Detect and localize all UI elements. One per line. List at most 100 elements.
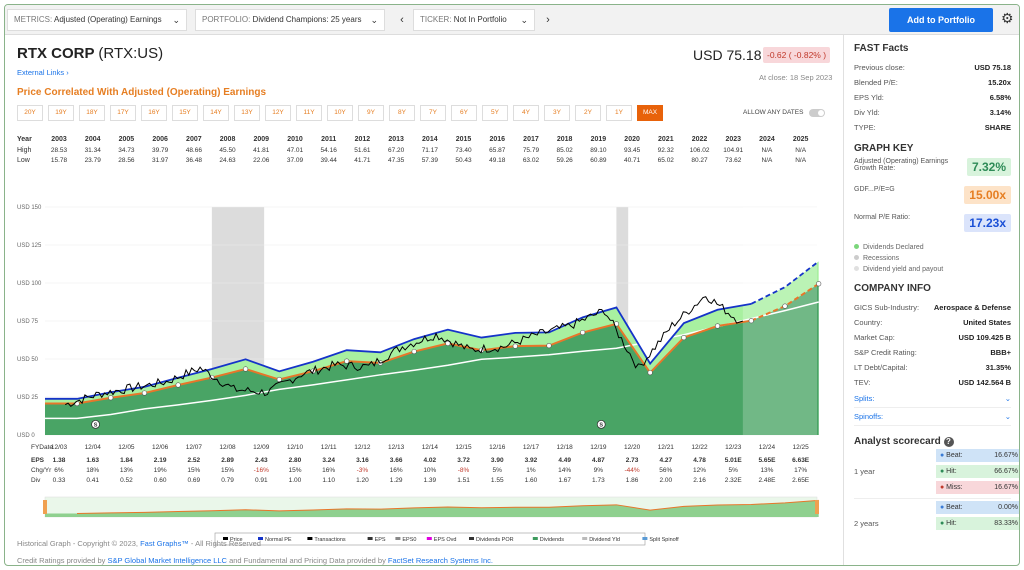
range-button-2y[interactable]: 2Y [575, 105, 601, 121]
fastgraphs-link[interactable]: Fast Graphs™ [140, 539, 189, 548]
range-button-16y[interactable]: 16Y [141, 105, 167, 121]
fast-fact-value: 15.20x [988, 78, 1011, 87]
eps-change: -44% [625, 467, 640, 474]
range-button-4y[interactable]: 4Y [513, 105, 539, 121]
fy-date: 12/16 [489, 444, 506, 451]
help-icon[interactable]: ? [943, 437, 954, 447]
fy-date: 12/11 [321, 444, 337, 451]
scorecard-beat: ● Beat: 0.00% [936, 501, 1019, 514]
sp-global-link[interactable]: S&P Global Market Intelligence LLC [107, 556, 227, 565]
table-low: 59.26 [557, 157, 574, 164]
company-info-value: USD 109.425 B [958, 333, 1011, 342]
range-button-11y[interactable]: 11Y [296, 105, 322, 121]
scorecard-hit: ● Hit: 66.67% [936, 465, 1019, 478]
graph-key-label: Normal P/E Ratio: [854, 214, 911, 221]
range-button-13y[interactable]: 13Y [234, 105, 260, 121]
graph-key-legend: Dividends Declared Recessions Dividend yie… [854, 242, 1011, 275]
table-low: 39.44 [321, 157, 338, 164]
eps-change: 19% [154, 467, 167, 474]
company-info-value: USD 142.564 B [958, 378, 1011, 387]
ticker-key: TICKER: [420, 15, 452, 24]
table-header-high: High [17, 147, 32, 154]
chevron-right-icon: › [66, 68, 69, 77]
table-year: 2004 [85, 136, 101, 143]
legend-swatch [532, 537, 538, 540]
eps-point [175, 382, 181, 388]
bottom-header-div: Div [31, 477, 41, 484]
table-year: 2008 [220, 136, 236, 143]
fast-facts-list: Previous close: USD 75.18 Blended P/E: 15.2… [854, 60, 1011, 135]
splits-row[interactable]: Splits: ⌄ [854, 390, 1011, 408]
range-button-20y[interactable]: 20Y [17, 105, 43, 121]
dividend-value: 2.00 [659, 477, 672, 484]
fy-date: 12/20 [624, 444, 641, 451]
company-info-row: Market Cap: USD 109.425 B [854, 330, 1011, 345]
table-year: 2025 [793, 136, 809, 143]
table-year: 2017 [523, 136, 539, 143]
range-button-5y[interactable]: 5Y [482, 105, 508, 121]
fast-fact-label: Previous close: [854, 63, 905, 72]
table-high: 65.87 [489, 147, 506, 154]
range-button-6y[interactable]: 6Y [451, 105, 477, 121]
add-to-portfolio-button[interactable]: Add to Portfolio [889, 8, 993, 32]
eps-point [748, 318, 754, 324]
ticker-dropdown[interactable]: TICKER: Not In Portfolio ⌄ [413, 9, 535, 31]
y-tick-label: USD 50 [17, 357, 39, 363]
range-button-max[interactable]: MAX [637, 105, 663, 121]
external-links[interactable]: External Links › [17, 68, 69, 77]
eps-change: 10% [423, 467, 436, 474]
range-button-15y[interactable]: 15Y [172, 105, 198, 121]
table-low: 49.18 [489, 157, 506, 164]
range-button-10y[interactable]: 10Y [327, 105, 353, 121]
estimate-shade [742, 207, 817, 435]
table-low: 50.43 [455, 157, 472, 164]
allow-any-dates-toggle[interactable] [809, 109, 825, 117]
fast-fact-row: Previous close: USD 75.18 [854, 60, 1011, 75]
prev-ticker-button[interactable]: ‹ [400, 14, 404, 26]
metrics-dropdown[interactable]: METRICS: Adjusted (Operating) Earnings ⌄ [7, 9, 187, 31]
factset-link[interactable]: FactSet Research Systems Inc. [387, 556, 493, 565]
gear-icon[interactable]: ⚙ [1001, 10, 1014, 26]
table-header-year: Year [17, 136, 32, 143]
range-button-18y[interactable]: 18Y [79, 105, 105, 121]
range-button-9y[interactable]: 9Y [358, 105, 384, 121]
portfolio-dropdown[interactable]: PORTFOLIO: Dividend Champions: 25 years ⌄ [195, 9, 385, 31]
fast-facts-title: FAST Facts [854, 43, 909, 54]
eps-value: 3.16 [356, 457, 369, 464]
dividend-line [45, 301, 819, 420]
eps-point [445, 340, 451, 346]
dividend-value: 1.10 [322, 477, 335, 484]
table-high: 92.32 [658, 147, 675, 154]
split-marker-icon [596, 419, 606, 429]
legend-label: Dividends POR [476, 537, 514, 543]
next-ticker-button[interactable]: › [546, 14, 550, 26]
dividend-value: 1.86 [626, 477, 639, 484]
eps-change: 9% [594, 467, 604, 474]
eps-change: 12% [693, 467, 706, 474]
range-button-19y[interactable]: 19Y [48, 105, 74, 121]
range-button-8y[interactable]: 8Y [389, 105, 415, 121]
eps-change: -16% [254, 467, 269, 474]
table-year: 2016 [489, 136, 505, 143]
copyright-text: Historical Graph - Copyright © 2023, [17, 539, 141, 548]
allow-any-dates-label: ALLOW ANY DATES [743, 109, 804, 116]
dividend-value: 2.48E [758, 477, 776, 484]
sidebar: FAST Facts Previous close: USD 75.18 Blend… [843, 35, 1019, 565]
range-button-7y[interactable]: 7Y [420, 105, 446, 121]
mini-handle-right [815, 500, 819, 514]
table-year: 2009 [253, 136, 269, 143]
table-low: 80.27 [691, 157, 708, 164]
table-year: 2011 [321, 136, 336, 143]
eps-point [681, 334, 687, 341]
range-button-14y[interactable]: 14Y [203, 105, 229, 121]
range-button-3y[interactable]: 3Y [544, 105, 570, 121]
legend-text: Recessions [863, 255, 900, 262]
eps-value: 2.52 [188, 457, 201, 464]
eps-value: 2.73 [626, 457, 639, 464]
range-button-17y[interactable]: 17Y [110, 105, 136, 121]
table-low: 41.71 [354, 157, 371, 164]
range-button-1y[interactable]: 1Y [606, 105, 632, 121]
spinoffs-row[interactable]: Spinoffs: ⌄ [854, 408, 1011, 426]
legend-swatch [642, 537, 648, 540]
range-button-12y[interactable]: 12Y [265, 105, 291, 121]
